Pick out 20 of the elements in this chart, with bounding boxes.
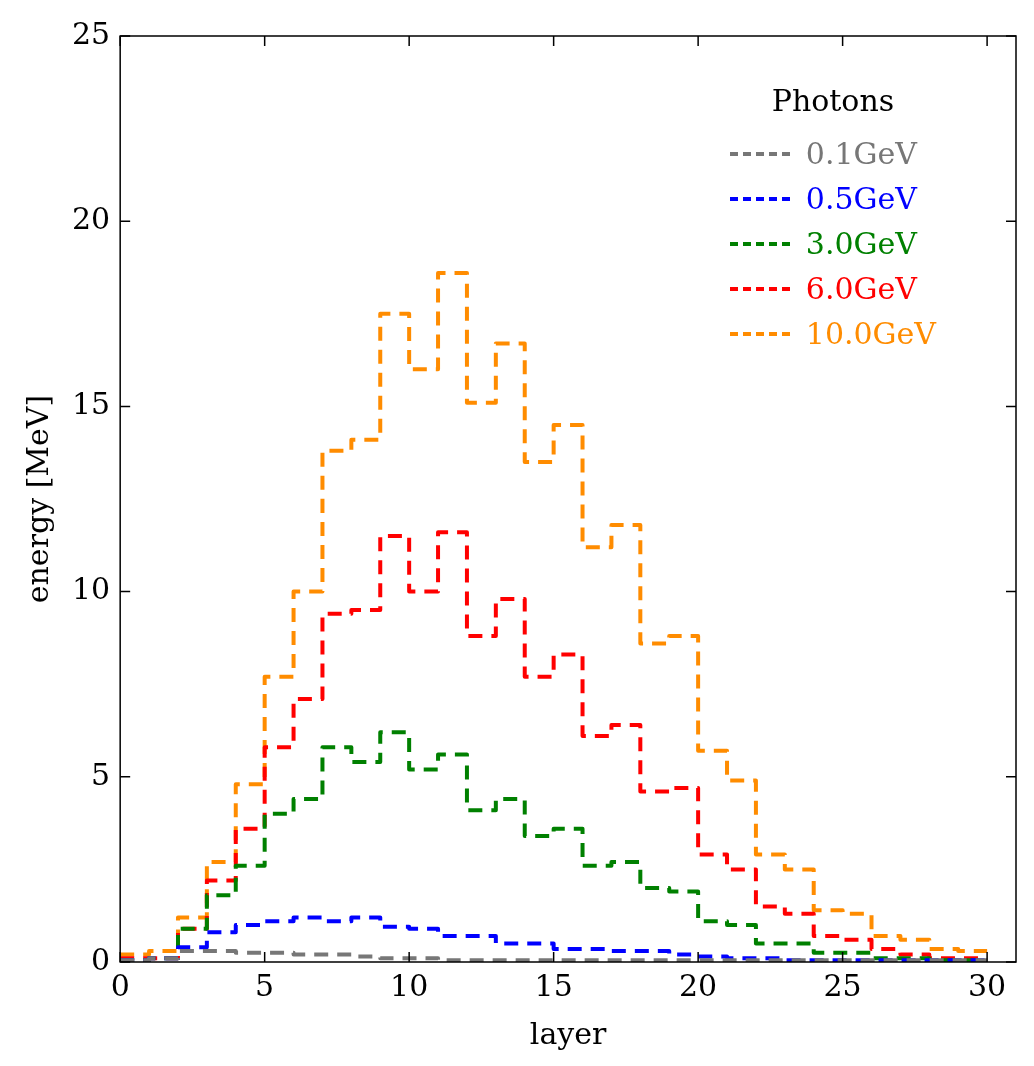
y-tick-label: 25 xyxy=(71,15,111,51)
y-tick-label: 0 xyxy=(91,941,111,977)
legend-label: 3.0GeV xyxy=(805,225,917,263)
x-tick-label: 25 xyxy=(823,967,862,1003)
x-tick-label: 30 xyxy=(968,967,1007,1003)
legend-label: 0.5GeV xyxy=(805,180,917,218)
x-axis-title: layer xyxy=(529,1015,607,1051)
legend-title: Photons xyxy=(770,82,896,120)
y-axis-title: energy [MeV] xyxy=(19,394,55,604)
x-tick-label: 20 xyxy=(679,967,718,1003)
y-tick-label: 15 xyxy=(71,386,111,422)
legend-label: 0.1GeV xyxy=(805,135,917,173)
legend-label: 6.0GeV xyxy=(805,270,917,308)
y-tick-label: 5 xyxy=(91,756,111,792)
x-tick-label: 5 xyxy=(255,967,275,1003)
y-tick-label: 10 xyxy=(71,571,111,607)
legend-label: 10.0GeV xyxy=(805,315,936,353)
x-tick-label: 15 xyxy=(534,967,573,1003)
y-tick-label: 20 xyxy=(71,201,111,236)
x-tick-label: 10 xyxy=(390,967,429,1003)
